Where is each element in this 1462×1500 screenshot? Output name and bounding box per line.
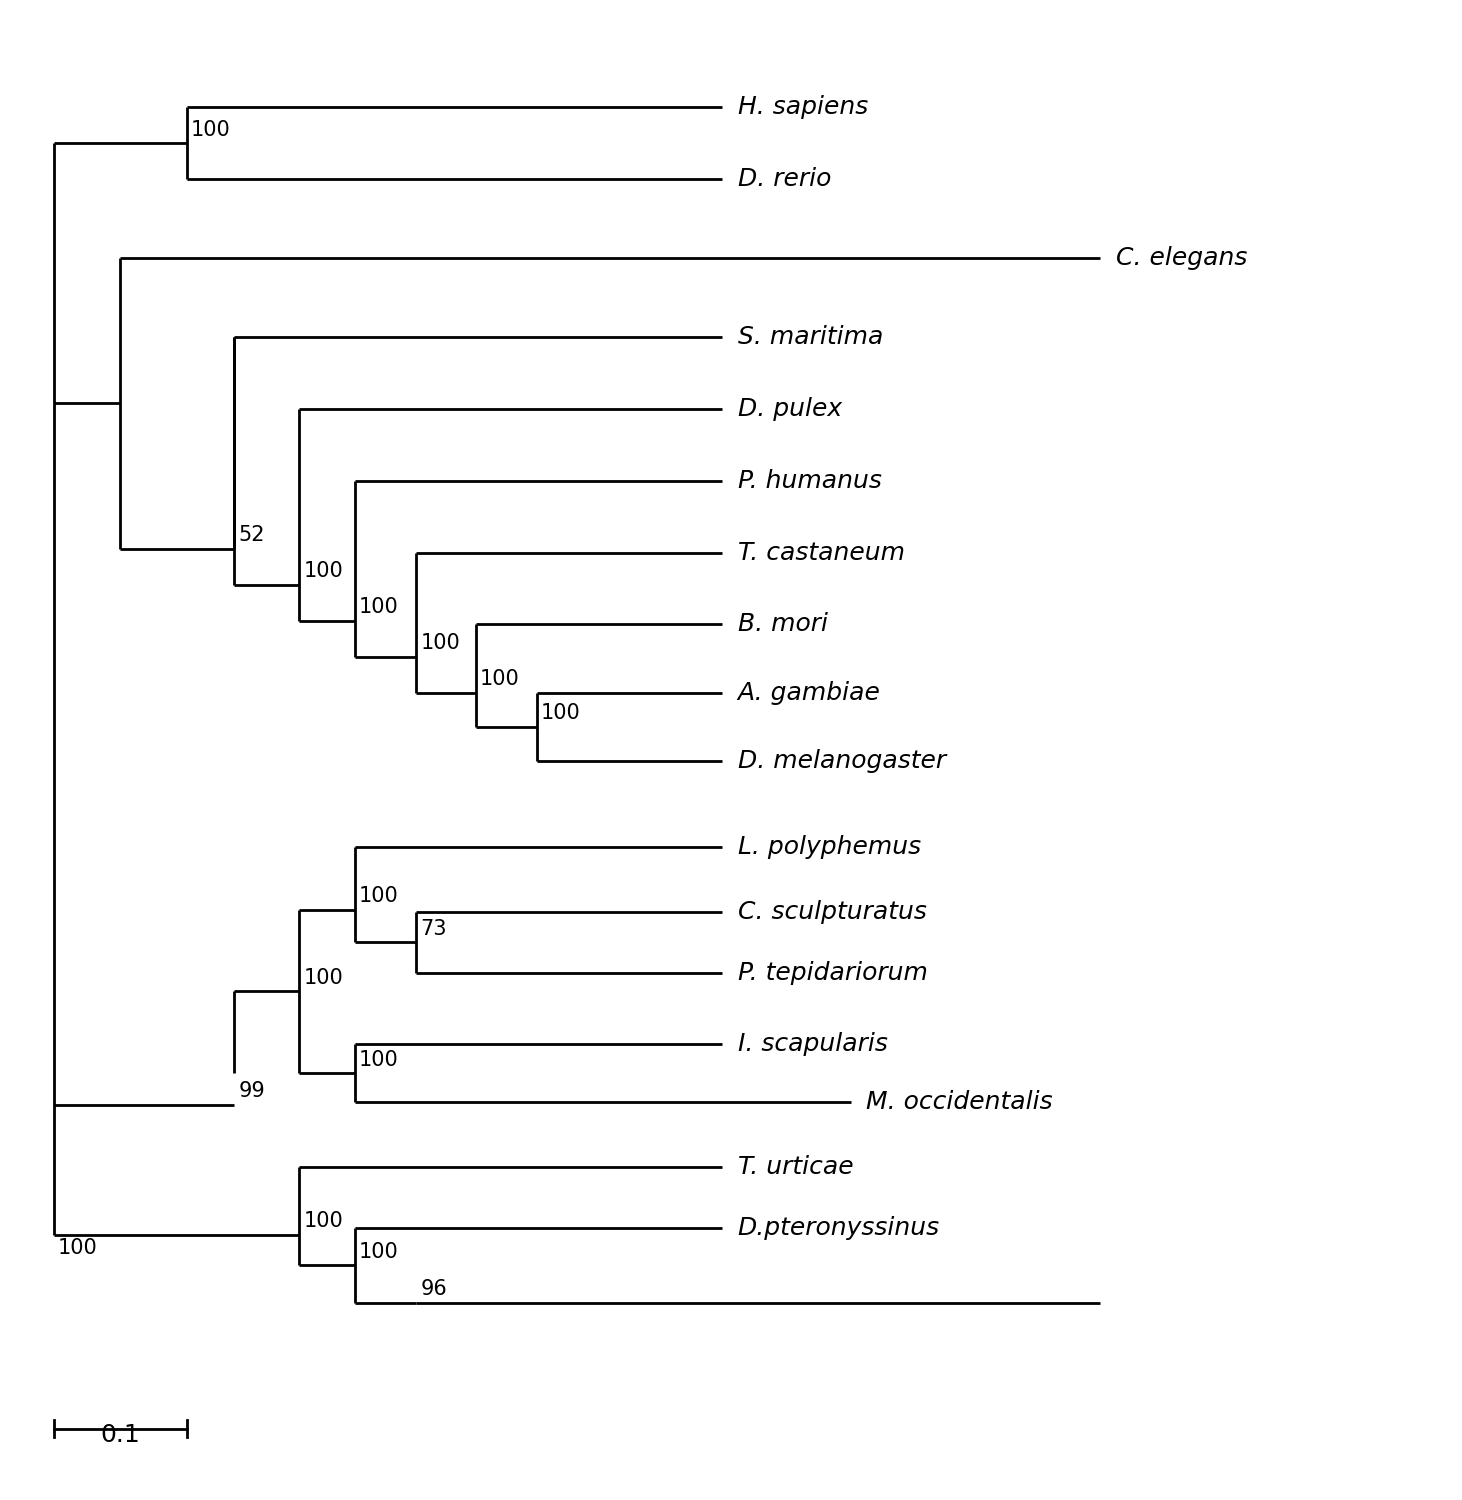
Text: T. urticae: T. urticae bbox=[738, 1155, 854, 1179]
Text: 52: 52 bbox=[238, 525, 265, 546]
Text: 100: 100 bbox=[304, 968, 344, 988]
Text: M. occidentalis: M. occidentalis bbox=[867, 1090, 1053, 1114]
Text: 100: 100 bbox=[541, 704, 580, 723]
Text: 96: 96 bbox=[420, 1280, 447, 1299]
Text: 0.1: 0.1 bbox=[101, 1422, 140, 1446]
Text: 100: 100 bbox=[420, 633, 461, 652]
Text: 100: 100 bbox=[190, 120, 230, 140]
Text: 73: 73 bbox=[420, 918, 447, 939]
Text: B. mori: B. mori bbox=[738, 612, 827, 636]
Text: C. sculpturatus: C. sculpturatus bbox=[738, 900, 927, 924]
Text: S. maritima: S. maritima bbox=[738, 326, 883, 350]
Text: H. sapiens: H. sapiens bbox=[738, 94, 868, 118]
Text: L. polyphemus: L. polyphemus bbox=[738, 836, 921, 860]
Text: P. humanus: P. humanus bbox=[738, 468, 882, 492]
Text: 100: 100 bbox=[360, 597, 399, 616]
Text: D. melanogaster: D. melanogaster bbox=[738, 748, 946, 772]
Text: 100: 100 bbox=[360, 1050, 399, 1070]
Text: 100: 100 bbox=[57, 1239, 98, 1258]
Text: 100: 100 bbox=[304, 1210, 344, 1231]
Text: I. scapularis: I. scapularis bbox=[738, 1032, 887, 1056]
Text: 100: 100 bbox=[304, 561, 344, 580]
Text: T. castaneum: T. castaneum bbox=[738, 540, 905, 564]
Text: P. tepidariorum: P. tepidariorum bbox=[738, 960, 927, 984]
Text: C. elegans: C. elegans bbox=[1116, 246, 1247, 270]
Text: 100: 100 bbox=[480, 669, 520, 688]
Text: 100: 100 bbox=[360, 1242, 399, 1262]
Text: D. pulex: D. pulex bbox=[738, 398, 842, 422]
Text: D.pteronyssinus: D.pteronyssinus bbox=[738, 1215, 940, 1239]
Text: D. rerio: D. rerio bbox=[738, 166, 830, 190]
Text: 100: 100 bbox=[360, 886, 399, 906]
Text: A. gambiae: A. gambiae bbox=[738, 681, 880, 705]
Text: 99: 99 bbox=[238, 1082, 265, 1101]
